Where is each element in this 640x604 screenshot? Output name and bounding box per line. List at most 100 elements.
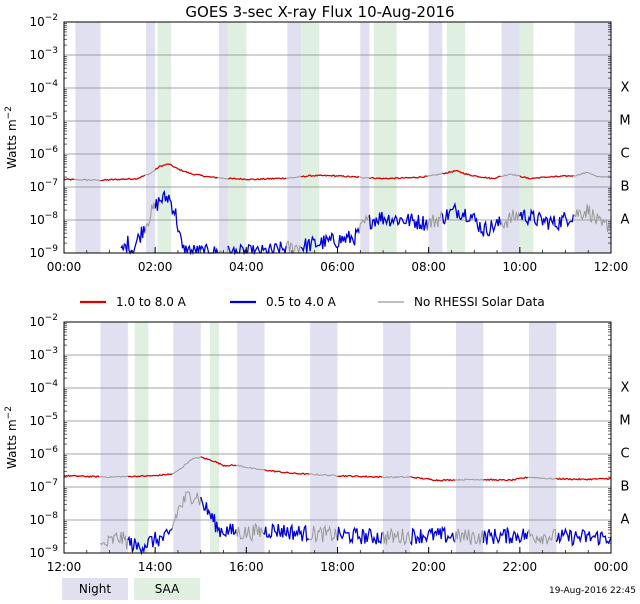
- y-tick-label: 10−2: [29, 13, 58, 29]
- short-channel-line-segment: [127, 528, 173, 556]
- night-band: [237, 322, 265, 553]
- y-tick-label: 10−8: [29, 211, 58, 227]
- long-channel-line-segment: [369, 175, 428, 180]
- saa-band: [209, 322, 219, 553]
- night-band: [360, 22, 370, 253]
- short-channel-line-segment: [263, 522, 310, 543]
- night-band: [501, 22, 520, 253]
- saa-band: [301, 22, 320, 253]
- long-channel-line-no-rhessi-segment: [573, 171, 611, 178]
- y-tick-label: 10−9: [29, 544, 58, 560]
- long-channel-line-segment: [337, 474, 383, 479]
- long-channel-line-segment: [519, 174, 574, 180]
- flare-class-label: C: [620, 447, 629, 462]
- flare-class-label: X: [621, 81, 630, 96]
- saa-band: [373, 22, 397, 253]
- y-tick-label: 10−4: [29, 79, 58, 95]
- y-axis-label: Watts m−2: [4, 406, 19, 469]
- saa-band: [446, 22, 466, 253]
- long-channel-line-segment: [100, 174, 146, 182]
- long-channel-line-segment: [154, 163, 219, 179]
- long-channel-line-no-rhessi-segment: [217, 177, 229, 180]
- long-channel-line-no-rhessi-segment: [286, 175, 302, 179]
- flare-class-label: B: [621, 480, 630, 495]
- x-tick-label: 02:00: [138, 260, 173, 274]
- night-band: [528, 322, 557, 553]
- y-tick-label: 10−6: [29, 445, 58, 461]
- y-tick-label: 10−7: [29, 478, 58, 494]
- long-channel-line-segment: [555, 477, 612, 481]
- short-channel-line-no-rhessi-segment: [573, 204, 612, 233]
- short-channel-line-no-rhessi-segment: [235, 522, 264, 543]
- long-channel-line-no-rhessi-segment: [144, 169, 156, 176]
- timestamp: 19-Aug-2016 22:45: [549, 586, 636, 596]
- short-channel-line-segment: [482, 527, 529, 545]
- long-channel-line-no-rhessi-segment: [381, 475, 411, 479]
- saa-legend-swatch: [134, 578, 200, 600]
- long-channel-line-segment: [127, 473, 173, 478]
- y-tick-label: 10−4: [29, 379, 58, 395]
- flare-class-label: A: [621, 513, 630, 528]
- night-band: [310, 322, 338, 553]
- x-tick-label: 06:00: [320, 260, 355, 274]
- short-channel-line-segment: [409, 525, 456, 546]
- bottom-panel: 10−2 10−3 10−4 10−5 10−6 10−7 10−8 10−9 Watts m−…: [4, 313, 631, 574]
- short-channel-line-segment: [519, 208, 575, 232]
- short-channel-line-no-rhessi-segment: [100, 531, 129, 550]
- short-channel-line-no-rhessi-segment: [285, 240, 302, 255]
- y-tick-label: 10−2: [29, 313, 58, 329]
- legend-label: No RHESSI Solar Data: [414, 295, 545, 309]
- long-channel-line-no-rhessi-segment: [359, 176, 370, 179]
- long-channel-line-no-rhessi-segment: [308, 473, 338, 477]
- flare-class-label: X: [621, 381, 630, 396]
- short-channel-line-segment: [200, 496, 237, 538]
- night-band: [287, 22, 302, 253]
- x-tick-label: 12:00: [594, 260, 629, 274]
- long-channel-line-no-rhessi-segment: [99, 475, 128, 479]
- short-channel-line-segment: [555, 527, 612, 547]
- y-tick-label: 10−3: [29, 346, 58, 362]
- short-channel-line-segment: [120, 226, 146, 255]
- y-tick-label: 10−5: [29, 112, 58, 128]
- long-channel-line-no-rhessi-segment: [172, 456, 202, 475]
- flare-class-label: M: [619, 414, 630, 429]
- short-channel-line-segment: [300, 226, 360, 253]
- x-tick-label: 08:00: [411, 260, 446, 274]
- top-panel: 10−2 10−3 10−4 10−5 10−6 10−7 10−8 10−9 Watts m−…: [4, 13, 631, 274]
- x-tick-label: 18:00: [320, 560, 355, 574]
- night-band: [173, 322, 201, 553]
- y-tick-label: 10−5: [29, 412, 58, 428]
- night-band: [100, 322, 128, 553]
- saa-band: [519, 22, 534, 253]
- long-channel-line-no-rhessi-segment: [235, 464, 265, 471]
- night-legend-label: Night: [79, 582, 112, 596]
- long-channel-line-no-rhessi-segment: [74, 178, 101, 182]
- chart-title: GOES 3-sec X-ray Flux 10-Aug-2016: [185, 3, 454, 21]
- saa-band: [228, 22, 247, 253]
- bottom-legend: Night SAA: [62, 578, 200, 600]
- flare-class-label: A: [621, 213, 630, 228]
- y-tick-label: 10−3: [29, 46, 58, 62]
- night-band: [383, 322, 411, 553]
- short-channel-line-no-rhessi-segment: [527, 528, 557, 545]
- long-channel-line-segment: [264, 469, 310, 476]
- short-channel-line-no-rhessi-segment: [358, 214, 370, 234]
- saa-band: [134, 322, 149, 553]
- y-tick-label: 10−6: [29, 145, 58, 161]
- short-channel-line-segment: [368, 211, 429, 231]
- long-channel-line-no-rhessi-segment: [454, 478, 484, 481]
- long-channel-line-no-rhessi-segment: [500, 173, 520, 178]
- x-tick-label: 04:00: [229, 260, 264, 274]
- x-tick-label: 14:00: [138, 560, 173, 574]
- y-tick-label: 10−7: [29, 178, 58, 194]
- y-tick-label: 10−9: [29, 244, 58, 260]
- long-channel-line-segment: [227, 176, 287, 181]
- night-legend-swatch: [62, 578, 128, 600]
- long-channel-line-segment: [410, 476, 456, 482]
- night-band: [428, 22, 443, 253]
- short-channel-line-no-rhessi-segment: [500, 209, 521, 230]
- short-channel-line-no-rhessi-segment: [144, 202, 156, 234]
- x-tick-label: 22:00: [503, 560, 538, 574]
- x-tick-label: 20:00: [411, 560, 446, 574]
